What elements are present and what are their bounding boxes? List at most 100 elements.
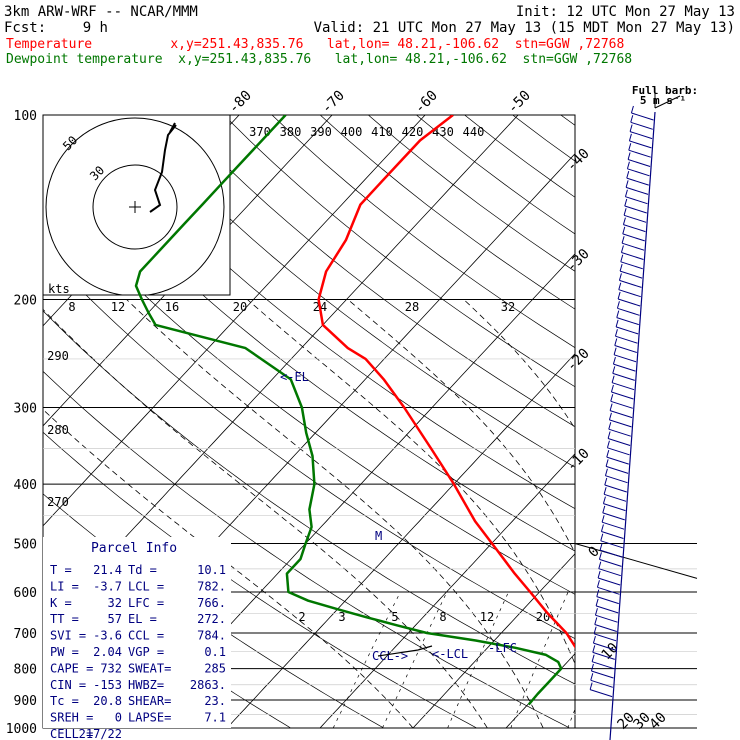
isotherm-label: -80	[226, 88, 255, 117]
parcel-value-right: 10.1	[197, 563, 226, 577]
wind-barb-flag	[591, 654, 595, 662]
parcel-panel-title: Parcel Info	[91, 541, 177, 556]
wind-barb-flag	[616, 301, 620, 309]
wind-barb-flag	[608, 422, 612, 430]
parcel-value-right: 784.	[197, 629, 226, 643]
wind-barb-flag	[617, 291, 621, 300]
wind-barb	[597, 577, 621, 586]
moist-adiabat	[583, 300, 711, 729]
level-marker-label: -LFC	[488, 641, 517, 655]
wind-barb	[594, 624, 617, 632]
hodograph-trace-top	[169, 122, 176, 133]
parcel-value-left: 732	[100, 661, 122, 675]
isotherm-label: -30	[564, 246, 593, 275]
wind-barb	[591, 670, 614, 679]
wind-barb	[607, 438, 631, 446]
wind-barb-flag	[630, 115, 634, 123]
wind-barb-flag	[622, 217, 626, 225]
speed-tick-label: 16	[165, 300, 179, 314]
temperature-legend: Temperature x,y=251.43,835.76 lat,lon= 4…	[6, 37, 624, 52]
wind-barb	[619, 279, 642, 288]
dry-adiabat	[657, 115, 740, 728]
wind-barb-flag	[610, 384, 614, 393]
wind-barbs: Full barb:5 m s⁻¹	[589, 84, 698, 740]
wind-barb-flag	[623, 208, 627, 216]
pressure-label-100: 100	[14, 109, 37, 124]
parcel-value-right: 7.1	[204, 711, 226, 725]
wind-barb-flag	[597, 570, 601, 579]
pressure-label-200: 200	[14, 294, 37, 309]
theta-label: 380	[280, 125, 302, 139]
wind-barb-flag	[624, 198, 628, 207]
wind-barb	[609, 410, 633, 419]
barb-legend-title: Full barb:	[632, 84, 698, 97]
parcel-label-right: LCL =	[128, 579, 164, 593]
isotherm-label: -60	[412, 88, 441, 117]
sounding-curves	[134, 115, 575, 706]
parcel-label-right: LFC =	[128, 596, 164, 610]
parcel-value-right: 2863.	[190, 678, 226, 692]
wind-barb-flag	[625, 180, 629, 188]
speed-tick-label: 12	[111, 300, 125, 314]
wind-barb	[611, 391, 634, 400]
parcel-label-right: LAPSE=	[128, 711, 171, 725]
wind-barb-flag	[606, 449, 610, 458]
parcel-label-left: SVI =	[50, 629, 86, 643]
parcel-label-left: Tc =	[50, 694, 79, 708]
wind-barb-flag	[593, 626, 597, 634]
wind-barb-flag	[609, 403, 613, 411]
parcel-value-left: 21.4	[93, 563, 122, 577]
speed-tick-label: 32	[501, 300, 515, 314]
barb-staff-axis	[609, 111, 656, 740]
isotherm	[412, 553, 575, 728]
wind-barb-flag	[595, 598, 599, 607]
parcel-value-right: 0.1	[204, 645, 226, 659]
hodograph-ring	[92, 164, 178, 250]
wind-barb-flag	[615, 319, 619, 328]
wind-barb	[607, 447, 630, 456]
wind-barb	[608, 428, 631, 437]
wind-barb-flag	[605, 459, 609, 467]
forecast-hours: 9 h	[83, 20, 108, 36]
wind-barb-flag	[627, 152, 631, 160]
theta-label: 270	[47, 495, 69, 509]
wind-barb-flag	[624, 189, 628, 197]
wind-barb-flag	[628, 143, 632, 151]
header: 3km ARW-WRF -- NCAR/MMM Init: 12 UTC Mon…	[4, 4, 735, 67]
dewpoint-legend: Dewpoint temperature x,y=251.43,835.76 l…	[6, 52, 632, 67]
mixing-ratio-label: 8	[439, 610, 446, 624]
wind-barb-flag	[598, 552, 602, 560]
wind-barb	[599, 549, 623, 558]
wind-barb-flag	[592, 645, 596, 653]
wind-barb-flag	[592, 635, 596, 644]
theta-label: 410	[371, 125, 393, 139]
wind-barb-flag	[608, 412, 612, 421]
isotherm	[505, 653, 575, 728]
wind-barb	[615, 335, 638, 344]
parcel-value-right: 272.	[197, 612, 226, 626]
mixing-ratio-line	[567, 708, 575, 728]
speed-tick-label: 20	[233, 300, 247, 314]
isotherm-label: -20	[564, 346, 593, 375]
wind-barb	[619, 270, 643, 279]
parcel-value-left: 32	[108, 596, 122, 610]
parcel-value-right: 23.	[204, 694, 226, 708]
wind-barb	[590, 679, 613, 688]
hodograph-ring	[45, 117, 225, 295]
wind-barb	[610, 400, 633, 409]
parcel-label-right: Td =	[128, 563, 157, 577]
wind-barb-flag	[614, 329, 618, 337]
temperature-curve	[317, 115, 575, 649]
moist-adiabat	[247, 299, 575, 665]
wind-barb	[623, 214, 647, 223]
outer-boundary	[574, 542, 698, 579]
hodograph-unit: kts	[48, 282, 70, 296]
wind-barb	[593, 633, 617, 642]
dry-adiabat	[223, 115, 575, 388]
parcel-value-left: -3.6	[93, 629, 122, 643]
wind-barb-flag	[602, 505, 606, 514]
wind-barb	[631, 112, 654, 121]
mixing-ratio-label: 3	[338, 610, 345, 624]
parcel-value-left: 57	[108, 612, 122, 626]
